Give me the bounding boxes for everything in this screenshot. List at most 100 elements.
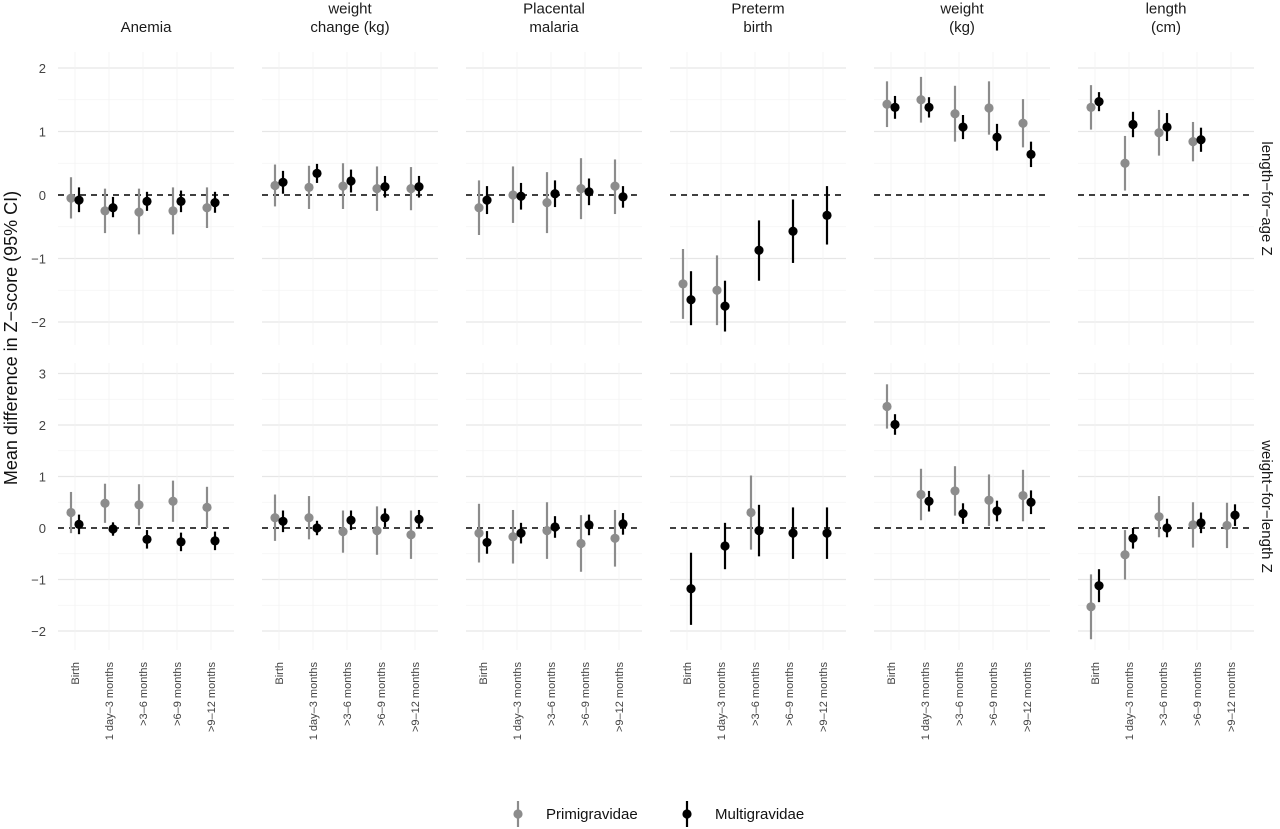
- panel: [58, 363, 234, 650]
- column-title-line: Placental: [523, 1, 585, 18]
- point-multigravidae: [992, 132, 1002, 142]
- point-primigravidae: [474, 203, 484, 213]
- point-multigravidae: [346, 515, 356, 525]
- row-strip-label: weight−for−length Z: [1258, 439, 1275, 573]
- point-primigravidae: [542, 525, 552, 536]
- x-tick-label: Birth: [682, 662, 694, 685]
- y-axis-title: Mean difference in Z−score (95% CI): [1, 191, 21, 485]
- point-multigravidae: [550, 189, 560, 199]
- point-primigravidae: [1154, 512, 1164, 522]
- point-primigravidae: [134, 207, 144, 217]
- y-tick-label: −1: [31, 252, 46, 267]
- x-tick-label: Birth: [70, 662, 82, 685]
- point-multigravidae: [1128, 119, 1138, 130]
- y-tick-label: 1: [39, 125, 46, 140]
- point-primigravidae: [916, 95, 926, 105]
- point-multigravidae: [380, 182, 390, 192]
- point-multigravidae: [1026, 497, 1036, 507]
- point-multigravidae: [1094, 97, 1104, 107]
- point-primigravidae: [1086, 602, 1096, 612]
- point-primigravidae: [1222, 520, 1232, 531]
- point-primigravidae: [542, 198, 552, 208]
- panel: [466, 52, 642, 345]
- point-primigravidae: [984, 103, 994, 113]
- point-multigravidae: [924, 102, 934, 112]
- point-primigravidae: [134, 500, 144, 510]
- panel: [58, 52, 234, 345]
- panel: [262, 363, 438, 650]
- point-primigravidae: [406, 184, 416, 194]
- point-multigravidae: [822, 210, 832, 220]
- point-multigravidae: [108, 524, 118, 534]
- column-title-line: length: [1146, 1, 1187, 18]
- panel: [670, 363, 846, 650]
- x-tick-label: Birth: [274, 662, 286, 685]
- x-tick-label: >6–9 months: [580, 662, 592, 726]
- x-tick-label: >6–9 months: [1192, 662, 1204, 726]
- x-tick-label: 1 day–3 months: [920, 662, 932, 741]
- x-tick-label: >9–12 months: [818, 662, 830, 733]
- point-multigravidae: [142, 196, 152, 206]
- x-tick-label: 1 day–3 months: [512, 662, 524, 741]
- point-primigravidae: [100, 498, 110, 508]
- x-tick-label: >3–6 months: [138, 662, 150, 726]
- point-multigravidae: [210, 198, 220, 208]
- point-primigravidae: [882, 401, 892, 412]
- x-tick-label: >3–6 months: [1158, 662, 1170, 726]
- point-multigravidae: [74, 195, 84, 205]
- point-multigravidae: [992, 506, 1002, 516]
- x-tick-label: >3–6 months: [546, 662, 558, 726]
- point-primigravidae: [304, 513, 314, 523]
- x-tick-label: >9–12 months: [206, 662, 218, 733]
- point-multigravidae: [414, 182, 424, 192]
- y-tick-label: −2: [31, 624, 46, 639]
- y-tick-label: 0: [39, 521, 46, 536]
- point-multigravidae: [312, 523, 322, 533]
- point-primigravidae: [508, 190, 518, 200]
- column-title-line: Preterm: [731, 1, 784, 18]
- point-primigravidae: [338, 527, 348, 537]
- column-title: Anemia: [121, 19, 173, 36]
- x-tick-label: >9–12 months: [1226, 662, 1238, 733]
- point-primigravidae: [372, 184, 382, 194]
- column-title: Gestationalweightchange (kg): [310, 0, 389, 36]
- point-primigravidae: [1120, 158, 1130, 168]
- panel: [670, 52, 846, 345]
- panels: Anemia Gestationalweightchange (kg) Placen…: [31, 0, 1275, 741]
- x-tick-label: 1 day–3 months: [104, 662, 116, 741]
- x-tick-label: >6–9 months: [784, 662, 796, 726]
- point-primigravidae: [338, 181, 348, 191]
- point-multigravidae: [958, 122, 968, 132]
- x-tick-label: >3–6 months: [954, 662, 966, 726]
- row-strip-label: length−for−age Z: [1258, 141, 1275, 255]
- x-tick-label: >9–12 months: [1022, 662, 1034, 733]
- point-primigravidae: [1154, 128, 1164, 138]
- point-primigravidae: [100, 206, 110, 216]
- column-title: Placental malaria: [523, 1, 585, 37]
- point-primigravidae: [576, 538, 586, 549]
- x-tick-label: Birth: [478, 662, 490, 685]
- legend-key-point: [513, 809, 523, 819]
- point-primigravidae: [916, 489, 926, 500]
- point-primigravidae: [712, 285, 722, 295]
- x-tick-label: >3–6 months: [342, 662, 354, 726]
- y-tick-label: 3: [39, 367, 46, 382]
- point-multigravidae: [176, 196, 186, 206]
- column-title-line: malaria: [529, 19, 579, 36]
- legend-key-point: [682, 809, 692, 819]
- point-primigravidae: [576, 184, 586, 194]
- panel: [262, 52, 438, 345]
- x-tick-label: >9–12 months: [410, 662, 422, 733]
- y-tick-label: 2: [39, 61, 46, 76]
- point-primigravidae: [1188, 520, 1198, 530]
- point-multigravidae: [618, 519, 628, 529]
- point-multigravidae: [618, 192, 628, 202]
- column-title: Birthlength(cm): [1146, 0, 1187, 36]
- point-multigravidae: [176, 537, 186, 547]
- x-tick-label: 1 day–3 months: [716, 662, 728, 741]
- x-tick-label: 1 day–3 months: [308, 662, 320, 741]
- panel: [1078, 52, 1254, 345]
- point-multigravidae: [278, 516, 288, 526]
- point-multigravidae: [754, 245, 764, 255]
